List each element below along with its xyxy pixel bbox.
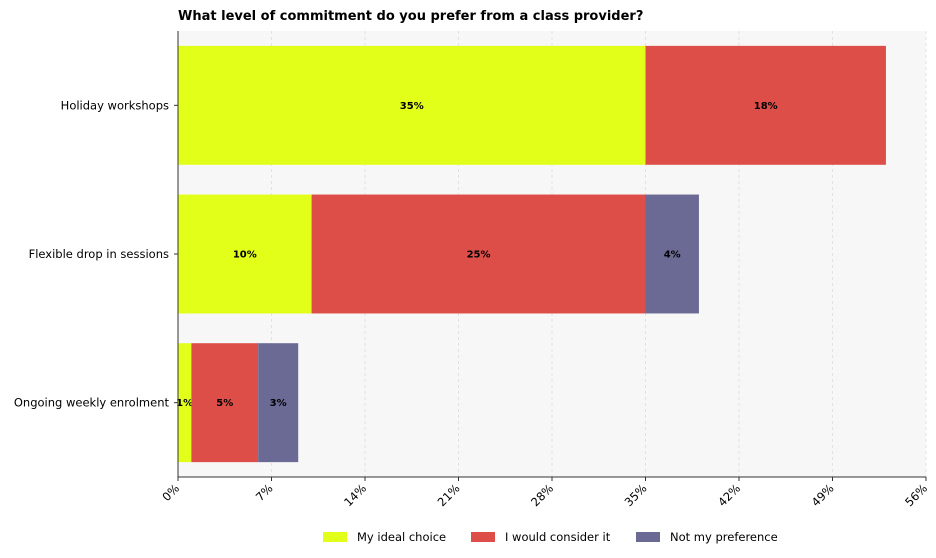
x-tick-label: 14%: [341, 481, 369, 509]
legend-label: I would consider it: [505, 530, 611, 544]
bar-segment: [178, 194, 312, 314]
legend-swatch: [471, 532, 495, 542]
data-label: 5%: [216, 398, 233, 409]
x-tick-label: 49%: [809, 481, 837, 509]
data-label: 3%: [270, 398, 287, 409]
x-tick-label: 42%: [715, 481, 743, 509]
x-tick-label: 0%: [159, 481, 182, 504]
legend-swatch: [636, 532, 660, 542]
data-label: 25%: [467, 250, 491, 261]
x-tick-label: 7%: [253, 481, 276, 504]
legend: My ideal choice I would consider it Not my…: [323, 530, 778, 544]
bar-segment: [645, 194, 699, 314]
bars: 35% 18% 10% 25% 4% 1% 5% 3%: [176, 45, 886, 463]
x-tick-label: 35%: [622, 481, 650, 509]
bar-segment: [178, 45, 646, 165]
category-label: Ongoing weekly enrolment: [14, 396, 170, 410]
data-label: 4%: [664, 250, 681, 261]
data-label: 10%: [233, 250, 257, 261]
bar-segment: [178, 343, 192, 463]
legend-label: My ideal choice: [357, 530, 446, 544]
x-tick-label: 21%: [435, 481, 463, 509]
bar-segment: [311, 194, 646, 314]
category-label: Flexible drop in sessions: [29, 247, 169, 261]
chart-title: What level of commitment do you prefer f…: [178, 9, 643, 24]
data-label: 35%: [400, 101, 424, 112]
bar-segment: [258, 343, 299, 463]
category-label: Holiday workshops: [61, 98, 169, 112]
bar-segment: [645, 45, 886, 165]
data-label: 1%: [176, 398, 193, 409]
legend-label: Not my preference: [670, 530, 778, 544]
data-label: 18%: [754, 101, 778, 112]
legend-swatch: [323, 532, 347, 542]
bar-segment: [191, 343, 259, 463]
x-tick-label: 28%: [528, 481, 556, 509]
x-tick-label: 56%: [902, 481, 930, 509]
